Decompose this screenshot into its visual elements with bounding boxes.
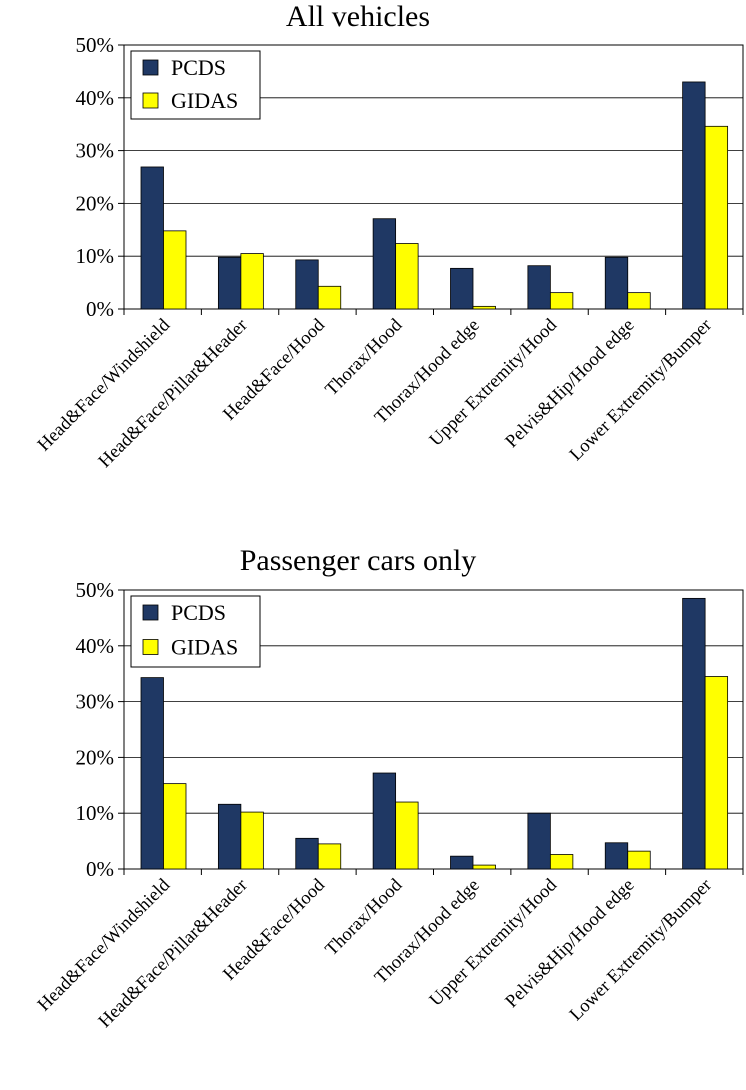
chart-2-legend-label-gidas: GIDAS [171, 635, 238, 660]
chart-1-ytick-label: 20% [76, 191, 115, 215]
chart-1-legend-label-gidas: GIDAS [171, 88, 238, 113]
chart-2-xtick-label: Pelvis&Hip/Hood edge [502, 875, 639, 1012]
chart-1-bar-pcds-6 [527, 265, 551, 310]
chart-2-bar-gidas-5 [472, 864, 496, 870]
chart-1-title: All vehicles [286, 0, 430, 33]
chart-1-bar-gidas-5 [472, 305, 496, 310]
chart-2: Passenger cars only 0% 10% 20% 30% 40% 50% Head… [34, 544, 744, 1032]
chart-1-bar-pcds-1 [140, 166, 164, 310]
chart-2-bar-pcds-6 [527, 812, 551, 870]
chart-1-ytick-label: 30% [76, 139, 115, 163]
chart-2-legend-swatch-gidas [142, 639, 159, 655]
chart-2-bar-pcds-1 [140, 677, 164, 870]
chart-2-title: Passenger cars only [240, 544, 477, 577]
chart-1-bar-pcds-4 [372, 218, 397, 310]
chart-2-bar-gidas-6 [549, 854, 574, 870]
chart-1-bar-pcds-8 [682, 81, 706, 310]
chart-1-legend-swatch-gidas [142, 92, 159, 109]
chart-1-legend-swatch-pcds [142, 59, 159, 76]
chart-2-bar-pcds-3 [295, 837, 319, 870]
chart-2-legend-label-pcds: PCDS [171, 600, 226, 625]
chart-2-ytick-label: 0% [86, 857, 114, 881]
chart-1-xtick-label: Head&Face/Pillar&Header [95, 315, 252, 472]
chart-2-bar-pcds-5 [450, 855, 474, 870]
chart-2-ytick-label: 50% [76, 578, 115, 602]
chart-2-bar-gidas-3 [317, 843, 342, 870]
chart-2-bar-pcds-2 [217, 803, 242, 870]
chart-2-ytick-label: 20% [76, 745, 115, 769]
chart-2-xtick-label: Head&Face/Pillar&Header [95, 875, 252, 1032]
chart-1-ytick-label: 40% [76, 86, 115, 110]
chart-2-ytick-label: 10% [76, 801, 115, 825]
chart-2-legend-swatch-pcds [142, 604, 159, 621]
chart-1-xtick-label: Upper Extremity/Hood [426, 315, 562, 451]
chart-1-bar-gidas-1 [163, 230, 187, 310]
chart-1-bar-gidas-6 [549, 292, 574, 310]
chart-1-bar-gidas-8 [704, 125, 729, 310]
chart-2-xtick-label: Head&Face/Windshield [34, 875, 175, 1016]
chart-2-bar-gidas-8 [704, 676, 729, 870]
chart-1-legend-label-pcds: PCDS [171, 55, 226, 80]
chart-2-ytick-label: 30% [76, 690, 115, 714]
chart-2-bar-pcds-8 [682, 597, 706, 870]
chart-1-ytick-label: 10% [76, 244, 115, 268]
chart-2-bar-gidas-4 [395, 801, 419, 870]
chart-1-bar-pcds-7 [604, 256, 629, 310]
chart-1-ytick-label: 0% [86, 297, 114, 321]
chart-1-bar-gidas-7 [627, 292, 651, 310]
chart-1-xtick-label: Head&Face/Windshield [34, 315, 175, 456]
chart-2-bar-gidas-7 [627, 850, 651, 870]
chart-1-bar-gidas-2 [240, 253, 264, 310]
chart-1-bar-pcds-3 [295, 259, 319, 310]
chart-1: All vehicles 0% 10% 20% 30% 40% 50% Head&Face/W… [34, 0, 744, 472]
chart-1-ytick-label: 50% [76, 33, 115, 57]
chart-1-bar-gidas-4 [395, 243, 419, 310]
chart-2-xtick-label: Lower Extremity/Bumper [566, 875, 716, 1025]
chart-1-bar-pcds-5 [450, 267, 474, 310]
chart-1-legend: PCDS GIDAS [130, 50, 261, 120]
chart-2-bar-pcds-7 [604, 842, 629, 870]
chart-2-xtick-label: Upper Extremity/Hood [426, 875, 562, 1011]
chart-2-xtick-label: Thorax/Hood [322, 875, 407, 960]
chart-1-bar-pcds-2 [217, 256, 242, 310]
chart-1-xtick-label: Thorax/Hood [322, 315, 407, 400]
chart-2-bar-pcds-4 [372, 772, 397, 870]
chart-2-bar-gidas-1 [163, 783, 187, 870]
chart-1-bar-gidas-3 [317, 285, 342, 310]
chart-2-ytick-label: 40% [76, 634, 115, 658]
chart-1-xtick-label: Pelvis&Hip/Hood edge [502, 315, 639, 452]
chart-2-legend: PCDS GIDAS [130, 595, 261, 668]
chart-1-xtick-label: Lower Extremity/Bumper [566, 315, 716, 465]
chart-2-bar-gidas-2 [240, 811, 264, 870]
